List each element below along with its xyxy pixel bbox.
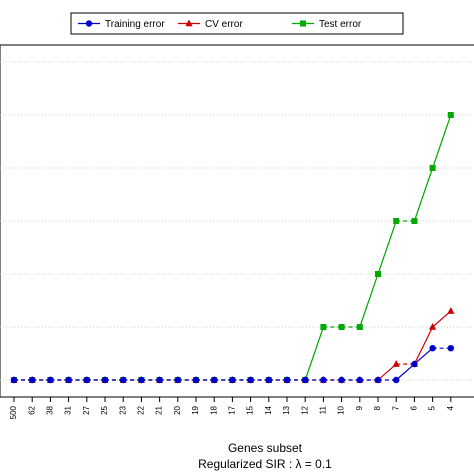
- x-ticks: 500 62 38 31 27 25 23 22 21 20 19 18 17 15 14 13 12 11 10 9…: [9, 397, 455, 419]
- test-error-point: [338, 324, 345, 330]
- x-tick-label: 15: [246, 405, 255, 414]
- training-error-point: [393, 376, 400, 384]
- x-tick-label: 20: [173, 405, 182, 414]
- x-tick-label: 8: [373, 405, 382, 410]
- test-error-point: [429, 165, 436, 171]
- training-error-point: [247, 376, 254, 384]
- training-error-point: [192, 376, 200, 384]
- series-layer: [10, 112, 455, 384]
- x-tick-label: 500: [9, 405, 18, 419]
- cv-error-point: [447, 307, 455, 314]
- x-tick-label: 4: [446, 405, 455, 410]
- test-error-point: [411, 218, 418, 224]
- training-error-point: [10, 376, 18, 384]
- x-tick-label: 21: [155, 405, 164, 414]
- x-tick-label: 9: [355, 405, 364, 410]
- x-tick-label: 23: [118, 405, 127, 414]
- training-error-point: [356, 376, 363, 384]
- x-tick-label: 18: [209, 405, 218, 414]
- training-error-point: [338, 376, 345, 384]
- training-error-point: [174, 376, 181, 384]
- training-error-point: [101, 376, 109, 384]
- x-tick-label: 7: [391, 405, 400, 410]
- x-tick-label: 31: [64, 405, 73, 414]
- x-tick-label: 17: [228, 405, 237, 414]
- x-tick-label: 12: [300, 405, 309, 414]
- x-tick-label: 14: [264, 405, 273, 414]
- training-error-point: [429, 345, 436, 352]
- test-error-segment: [304, 326, 324, 381]
- test-error-segment: [413, 167, 434, 222]
- training-error-point: [83, 376, 91, 384]
- test-error-point: [356, 324, 363, 330]
- x-tick-label: 10: [337, 405, 346, 414]
- x-tick-label: 25: [100, 405, 109, 414]
- training-error-segment: [414, 347, 433, 365]
- legend-cv-error-point: [185, 19, 193, 27]
- test-error-segment: [377, 220, 397, 275]
- x-axis-title: Genes subset: [228, 441, 303, 455]
- test-error-segment: [432, 114, 452, 169]
- legend-training-error-point: [85, 20, 93, 27]
- legend-test-error-point: [300, 20, 306, 27]
- legend-items: Training error CV error Test error: [78, 19, 362, 30]
- legend-label-test-error: Test error: [319, 19, 362, 30]
- x-tick-label: 22: [137, 405, 146, 414]
- training-error-segment: [395, 363, 415, 381]
- x-tick-label: 27: [82, 405, 91, 414]
- training-error-point: [229, 376, 236, 384]
- training-error-point: [302, 376, 309, 384]
- training-error-point: [283, 376, 291, 384]
- training-error-point: [120, 376, 127, 384]
- test-error-series: [11, 112, 454, 383]
- grid-lines: [0, 61, 474, 381]
- training-error-point: [211, 376, 218, 384]
- legend-label-training-error: Training error: [105, 19, 165, 30]
- test-error-point: [447, 112, 454, 118]
- test-error-point: [375, 271, 381, 277]
- training-error-point: [138, 376, 145, 384]
- x-tick-label: 5: [428, 405, 437, 410]
- training-error-point: [47, 376, 54, 384]
- training-error-point: [265, 376, 272, 384]
- training-error-point: [65, 376, 72, 384]
- chart-subtitle: Regularized SIR : λ = 0.1: [198, 457, 332, 471]
- test-error-point: [320, 324, 327, 330]
- training-error-point: [156, 376, 163, 384]
- training-error-point: [320, 376, 327, 384]
- x-tick-label: 38: [46, 405, 55, 414]
- legend-box: [70, 12, 404, 35]
- plot-area: [0, 44, 474, 398]
- x-tick-label: 19: [191, 405, 200, 414]
- cv-error-point: [392, 360, 400, 367]
- test-error-point: [393, 218, 400, 224]
- x-tick-label: 6: [410, 405, 419, 410]
- cv-error-series: [10, 307, 455, 383]
- x-tick-label: 62: [27, 405, 36, 414]
- training-error-series: [10, 345, 454, 384]
- legend: Training error CV error Test error: [70, 12, 404, 35]
- x-tick-label: 13: [282, 405, 291, 414]
- plot-frame: [0, 44, 474, 398]
- legend-label-cv-error: CV error: [205, 19, 243, 30]
- training-error-point: [374, 376, 382, 384]
- x-tick-label: 11: [319, 405, 328, 414]
- training-error-point: [411, 360, 418, 368]
- cv-error-point: [429, 323, 437, 330]
- cv-error-segment: [413, 326, 434, 365]
- training-error-point: [447, 345, 454, 352]
- test-error-segment: [359, 273, 379, 328]
- training-error-point: [29, 376, 36, 384]
